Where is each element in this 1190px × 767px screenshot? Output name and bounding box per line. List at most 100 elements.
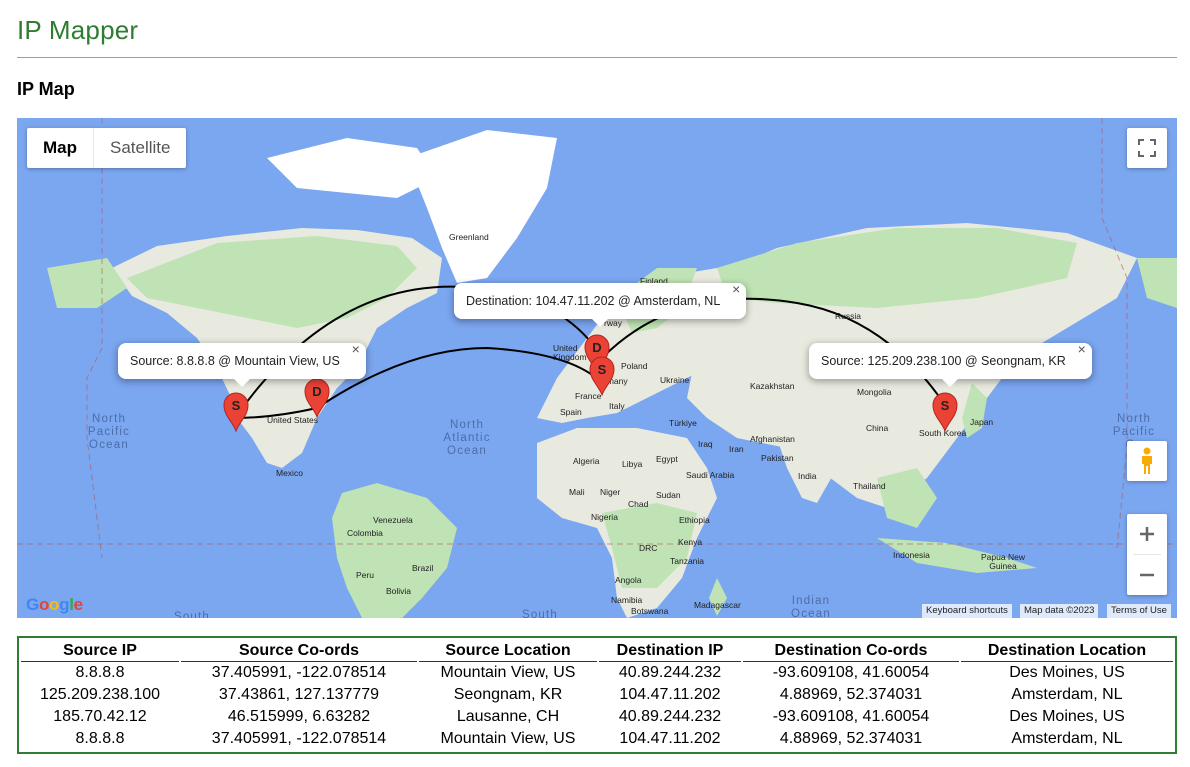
info-window-text: Source: 125.209.238.100 @ Seongnam, KR bbox=[821, 354, 1066, 368]
zoom-out-button[interactable] bbox=[1127, 555, 1167, 595]
label-united-states: United States bbox=[267, 415, 319, 425]
label-south-left: South bbox=[173, 611, 211, 618]
land-alaska bbox=[47, 258, 127, 308]
label-greenland: Greenland bbox=[449, 232, 489, 242]
cell-source-ip: 125.209.238.100 bbox=[39, 686, 161, 703]
label-norway: rway bbox=[604, 318, 622, 328]
label-chad: Chad bbox=[628, 499, 649, 509]
fullscreen-button[interactable] bbox=[1127, 128, 1167, 168]
marker-source-seongnam-label: S bbox=[940, 398, 950, 413]
google-logo[interactable]: Google bbox=[26, 595, 83, 614]
label-indonesia: Indonesia bbox=[893, 550, 930, 560]
label-thailand: Thailand bbox=[853, 481, 886, 491]
table-row: 8.8.8.8 37.405991, -122.078514 Mountain … bbox=[21, 662, 1173, 684]
label-egypt: Egypt bbox=[656, 454, 678, 464]
close-icon[interactable]: × bbox=[1077, 341, 1086, 357]
label-south-mid: South bbox=[521, 609, 559, 618]
label-iraq: Iraq bbox=[698, 439, 713, 449]
label-turkiye: Türkiye bbox=[669, 418, 697, 428]
label-algeria: Algeria bbox=[573, 456, 600, 466]
info-window-text: Source: 8.8.8.8 @ Mountain View, US bbox=[130, 354, 340, 368]
map-type-satellite-button[interactable]: Satellite bbox=[110, 138, 171, 157]
minus-icon bbox=[1140, 573, 1154, 577]
close-icon[interactable]: × bbox=[351, 341, 360, 357]
cell-source-location: Seongnam, KR bbox=[453, 686, 563, 703]
cell-destination-coords: -93.609108, 41.60054 bbox=[772, 708, 930, 725]
label-poland: Poland bbox=[621, 361, 648, 371]
keyboard-shortcuts-link[interactable]: Keyboard shortcuts bbox=[922, 604, 1012, 618]
zoom-in-button[interactable] bbox=[1127, 514, 1167, 554]
marker-source-mountain-view[interactable]: S bbox=[223, 392, 249, 433]
dateline-right bbox=[1101, 118, 1128, 549]
table-row: 125.209.238.100 37.43861, 127.137779 Seo… bbox=[21, 684, 1173, 706]
label-kazakhstan: Kazakhstan bbox=[750, 381, 795, 391]
dateline-left bbox=[86, 118, 103, 559]
label-uk: United Kingdom bbox=[553, 343, 587, 362]
label-ethiopia: Ethiopia bbox=[679, 515, 710, 525]
cell-destination-coords: -93.609108, 41.60054 bbox=[772, 664, 930, 681]
cell-source-coords: 37.405991, -122.078514 bbox=[211, 730, 387, 747]
land-east-russia bbox=[1137, 258, 1177, 308]
label-tanzania: Tanzania bbox=[670, 556, 705, 566]
cell-source-location: Mountain View, US bbox=[440, 730, 576, 747]
label-drc: DRC bbox=[639, 543, 658, 553]
label-kenya: Kenya bbox=[678, 537, 703, 547]
table-row: 185.70.42.12 46.515999, 6.63282 Lausanne… bbox=[21, 706, 1173, 728]
cell-destination-ip: 40.89.244.232 bbox=[618, 708, 722, 725]
header-destination-ip: Destination IP bbox=[599, 639, 741, 662]
cell-source-coords: 37.43861, 127.137779 bbox=[218, 686, 380, 703]
pegman-icon bbox=[1142, 447, 1152, 474]
label-india: India bbox=[798, 471, 817, 481]
info-window-destination-amsterdam[interactable]: Destination: 104.47.11.202 @ Amsterdam, … bbox=[454, 281, 747, 327]
plus-icon bbox=[1140, 527, 1154, 541]
info-window-text: Destination: 104.47.11.202 @ Amsterdam, … bbox=[466, 294, 721, 308]
marker-destination-des-moines[interactable]: D bbox=[304, 378, 330, 419]
marker-source-seongnam[interactable]: S bbox=[932, 392, 958, 433]
label-russia: Russia bbox=[835, 311, 861, 321]
map-type-map-button[interactable]: Map bbox=[27, 128, 94, 168]
label-indian-ocean: Indian Ocean bbox=[791, 595, 831, 618]
cell-source-location: Lausanne, CH bbox=[456, 708, 560, 725]
land-indonesia bbox=[877, 538, 1037, 573]
title-divider bbox=[17, 57, 1177, 58]
label-north-pacific-left: North Pacific Ocean bbox=[87, 413, 131, 451]
cell-source-location: Mountain View, US bbox=[440, 664, 576, 681]
marker-source-lausanne[interactable]: S bbox=[589, 356, 615, 397]
marker-destination-des-moines-label: D bbox=[312, 384, 322, 399]
cell-source-ip: 185.70.42.12 bbox=[53, 708, 147, 725]
info-window-source-seongnam[interactable]: Source: 125.209.238.100 @ Seongnam, KR × bbox=[809, 341, 1092, 387]
label-niger: Niger bbox=[600, 487, 621, 497]
header-source-ip: Source IP bbox=[21, 639, 179, 662]
land-arctic bbox=[267, 138, 437, 198]
label-madagascar: Madagascar bbox=[694, 600, 741, 610]
map-type-control: Map Satellite bbox=[27, 128, 187, 168]
label-italy: Italy bbox=[609, 401, 625, 411]
cell-source-coords: 37.405991, -122.078514 bbox=[211, 664, 387, 681]
cell-destination-location: Des Moines, US bbox=[1009, 708, 1125, 725]
label-spain: Spain bbox=[560, 407, 582, 417]
header-destination-location: Destination Location bbox=[961, 639, 1173, 662]
close-icon[interactable]: × bbox=[732, 281, 741, 297]
cell-destination-ip: 104.47.11.202 bbox=[619, 686, 721, 703]
ip-table-container: Source IP Source Co-ords Source Location… bbox=[17, 636, 1177, 754]
info-window-source-mountain-view[interactable]: Source: 8.8.8.8 @ Mountain View, US × bbox=[118, 341, 366, 387]
label-north-atlantic: North Atlantic Ocean bbox=[443, 419, 491, 457]
land-south-america bbox=[332, 483, 457, 618]
map-canvas[interactable]: Greenland Finland rway Russia United Kin… bbox=[17, 118, 1177, 618]
table-row: 8.8.8.8 37.405991, -122.078514 Mountain … bbox=[21, 728, 1173, 750]
label-nigeria: Nigeria bbox=[591, 512, 618, 522]
label-bolivia: Bolivia bbox=[386, 586, 412, 596]
zoom-control bbox=[1127, 514, 1167, 595]
cell-destination-ip: 104.47.11.202 bbox=[619, 730, 721, 747]
label-mali: Mali bbox=[569, 487, 585, 497]
map-data-attribution: Map data ©2023 bbox=[1020, 604, 1099, 618]
terms-of-use-link[interactable]: Terms of Use bbox=[1107, 604, 1171, 618]
cell-destination-location: Des Moines, US bbox=[1009, 664, 1125, 681]
land-madagascar bbox=[709, 578, 727, 616]
street-view-pegman-button[interactable] bbox=[1127, 441, 1167, 481]
section-title: IP Map bbox=[17, 79, 75, 99]
cell-destination-coords: 4.88969, 52.374031 bbox=[779, 730, 923, 747]
label-sudan: Sudan bbox=[656, 490, 681, 500]
label-france: France bbox=[575, 391, 602, 401]
cell-destination-location: Amsterdam, NL bbox=[1011, 686, 1123, 703]
